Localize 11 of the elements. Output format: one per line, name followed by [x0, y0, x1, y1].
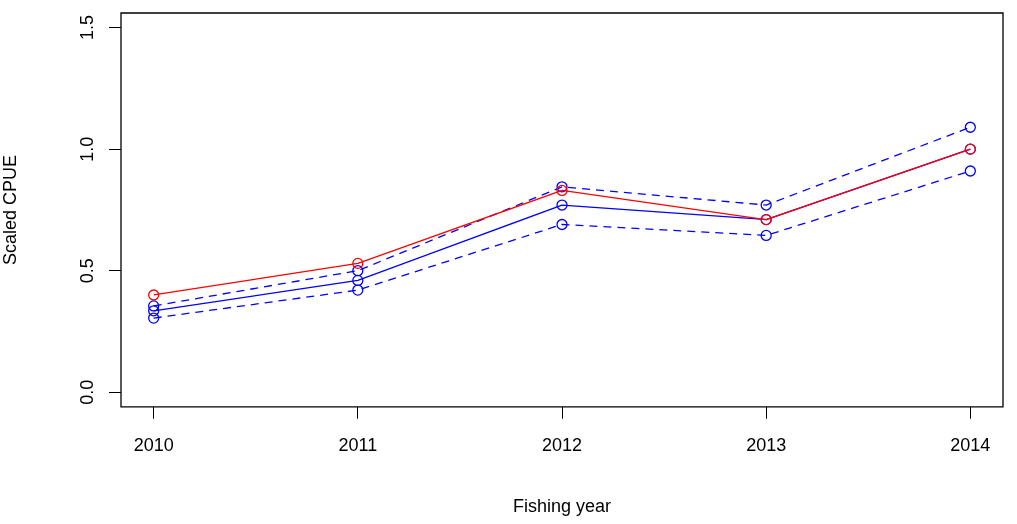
x-tick-label: 2010: [133, 434, 174, 455]
x-tick-label: 2012: [541, 434, 583, 455]
y-tick-label: 1.0: [76, 136, 97, 162]
y-axis-title: Scaled CPUE: [0, 154, 20, 265]
x-tick-label: 2014: [950, 434, 991, 455]
x-axis-title: Fishing year: [512, 496, 612, 517]
y-tick-label: 0.5: [76, 258, 97, 284]
y-tick-label: 0.0: [76, 379, 97, 405]
x-tick-label: 2011: [338, 434, 378, 455]
x-tick-label: 2013: [746, 434, 787, 455]
y-tick-label: 1.5: [76, 15, 97, 41]
